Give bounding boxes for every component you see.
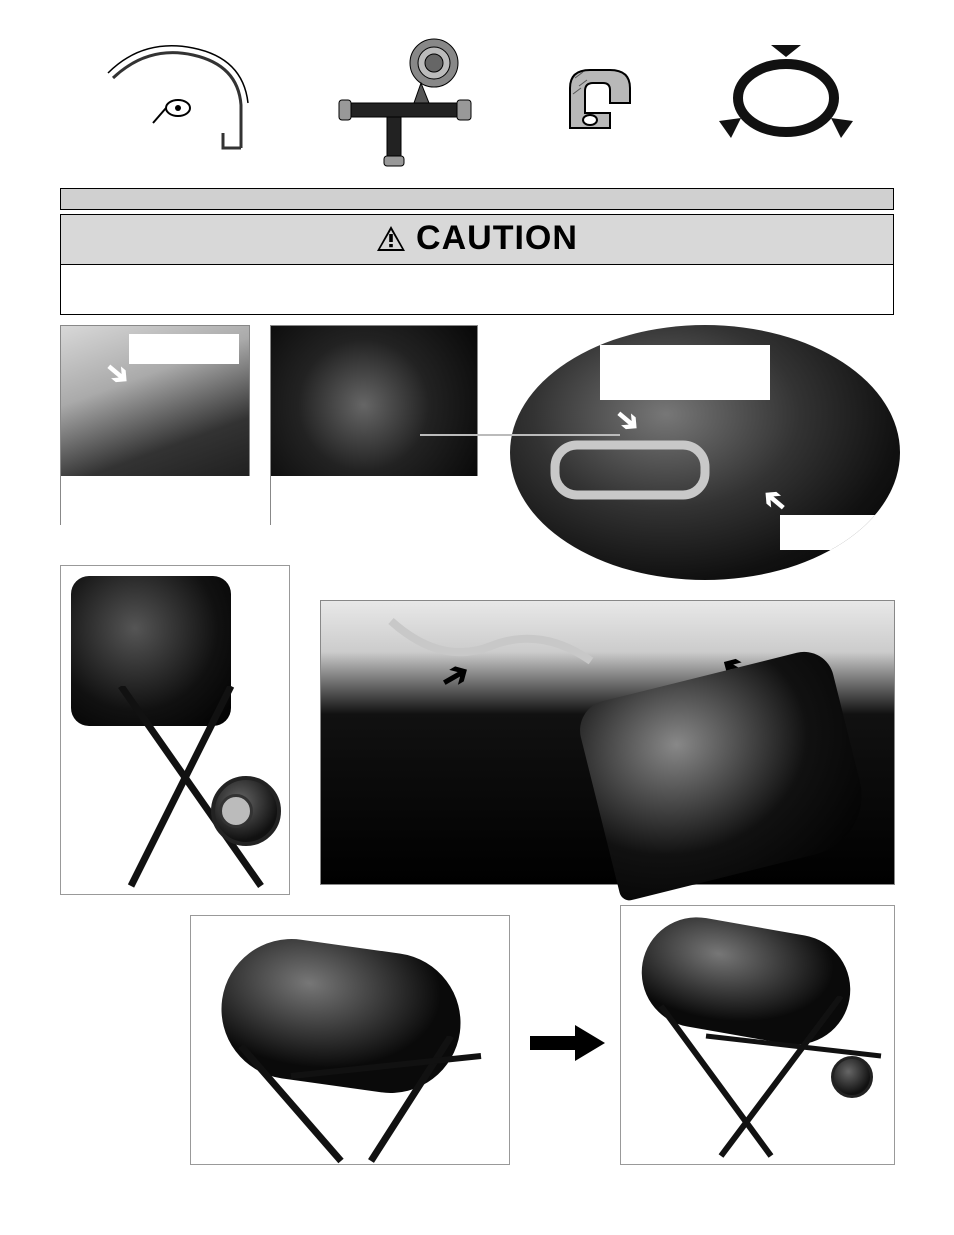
step-photo-3 [60,565,290,895]
transition-arrow-icon [530,1025,605,1061]
oval-label-top [600,345,770,400]
step-photo-5 [190,915,510,1165]
caution-header-bar: CAUTION [60,214,894,265]
photo1-label-box [129,334,239,364]
section-divider-bar [60,188,894,210]
part-retainer-ring [711,43,861,153]
part-electrode-wire [93,33,263,163]
oval-label-bottom [780,515,880,550]
callout-line [420,420,620,450]
caution-body-box [60,265,894,315]
step-detail-oval: ➔ ➔ [510,325,900,580]
parts-illustration-row [0,0,954,180]
warning-triangle-icon [376,225,406,253]
step-photo-6 [620,905,895,1165]
part-wire-clip [555,58,645,138]
step-photo-4: ➔ ➔ [320,600,895,885]
step-photo-1: ➔ [60,325,250,525]
assembly-steps-area: ➔ ➔ ➔ ➔ ➔ [60,325,894,1175]
caution-word: CAUTION [416,219,578,258]
part-valve-regulator [329,28,489,168]
